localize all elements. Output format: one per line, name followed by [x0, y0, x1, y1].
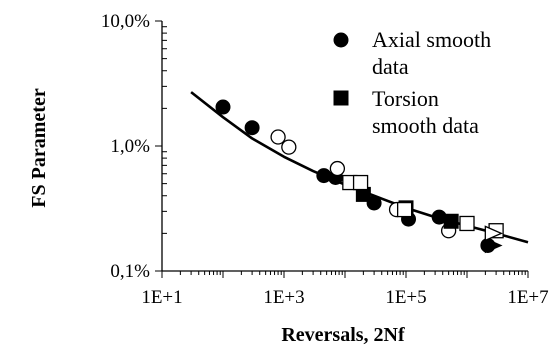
x-tick-label: 1E+5 [385, 287, 426, 308]
legend-label: data [372, 54, 409, 79]
x-tick-label: 1E+1 [141, 287, 182, 308]
filled-circle-point [215, 99, 231, 115]
open-circle-point [281, 139, 297, 155]
open-arrow-right-point [484, 225, 503, 242]
data-points [215, 99, 504, 254]
legend-label: smooth data [372, 113, 479, 138]
y-tick-label: 0,1% [110, 261, 150, 282]
x-tick-label: 1E+7 [507, 287, 548, 308]
open-square-point [396, 201, 413, 218]
y-tick-label: 10,0% [101, 11, 150, 32]
open-circle-point [270, 129, 286, 145]
legend-marker [333, 90, 349, 106]
axes [161, 21, 528, 272]
open-square-point [352, 174, 369, 191]
filled-circle-point [244, 120, 260, 136]
axis-ticks [155, 20, 529, 278]
open-circle-point [329, 160, 346, 177]
open-square-point [459, 215, 475, 232]
legend-label: Torsion [372, 86, 439, 111]
legend-label: Axial smooth [372, 27, 491, 52]
y-axis-title: FS Parameter [28, 88, 50, 208]
x-tick-label: 1E+3 [263, 287, 304, 308]
y-tick-label: 1,0% [110, 136, 150, 157]
filled-arrow-right-point [484, 237, 503, 254]
x-axis-title: Reversals, 2Nf [281, 324, 405, 346]
legend-marker [333, 32, 349, 48]
tick-labels: 1E+1 1E+3 1E+5 1E+7 0,1% 1,0% 10,0% [101, 11, 549, 308]
filled-square-point [443, 213, 459, 229]
